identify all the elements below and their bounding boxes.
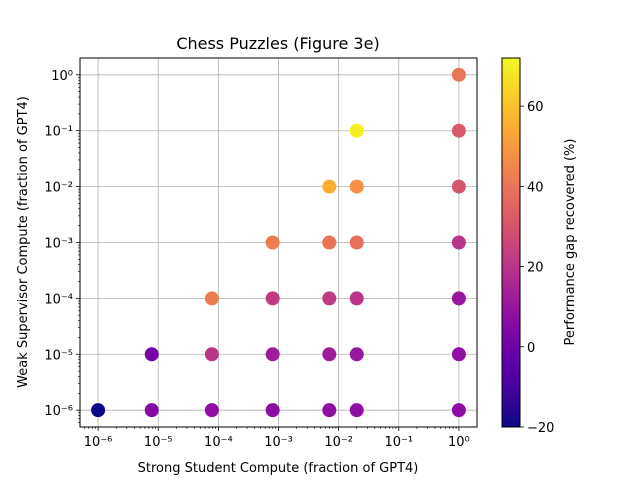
scatter-point (349, 291, 364, 306)
y-axis-label: Weak Supervisor Compute (fraction of GPT… (16, 96, 31, 388)
scatter-point (144, 347, 159, 362)
scatter-point (144, 403, 159, 418)
scatter-point (322, 403, 337, 418)
x-axis-label: Strong Student Compute (fraction of GPT4… (138, 461, 419, 476)
x-tick-label: 10⁻⁶ (84, 435, 113, 450)
scatter-point (451, 179, 466, 194)
scatter-point (204, 403, 219, 418)
y-tick-label: 10⁻⁴ (44, 292, 73, 307)
scatter-point (204, 291, 219, 306)
chart-title: Chess Puzzles (Figure 3e) (176, 34, 379, 53)
scatter-point (451, 347, 466, 362)
scatter-point (349, 347, 364, 362)
scatter-point (349, 235, 364, 250)
scatter-point (451, 403, 466, 418)
scatter-point (91, 403, 106, 418)
scatter-point (322, 235, 337, 250)
scatter-point (265, 235, 280, 250)
scatter-point (451, 123, 466, 138)
scatter-point (265, 347, 280, 362)
y-tick-label: 10⁰ (51, 69, 73, 84)
scatter-point (265, 403, 280, 418)
y-tick-label: 10⁻² (44, 181, 73, 196)
colorbar-tick-label: 0 (527, 341, 535, 356)
scatter-point (451, 67, 466, 82)
colorbar (501, 57, 521, 428)
x-tick-label: 10⁻⁴ (204, 435, 233, 450)
x-tick-label: 10⁻² (324, 435, 353, 450)
grid-lines (80, 58, 477, 427)
scatter-point (451, 291, 466, 306)
y-tick-label: 10⁻⁵ (44, 348, 73, 363)
colorbar-tick-label: 60 (527, 100, 544, 115)
x-tick-label: 10⁻³ (264, 435, 293, 450)
x-tick-label: 10⁰ (448, 435, 470, 450)
colorbar-label: Performance gap recovered (%) (563, 139, 578, 346)
scatter-point (265, 291, 280, 306)
scatter-points (91, 67, 466, 418)
y-tick-label: 10⁻³ (44, 237, 73, 252)
scatter-point (349, 403, 364, 418)
colorbar-tick-label: 20 (527, 261, 544, 276)
y-axis-ticks: 10⁻⁶ 10⁻⁵ 10⁻⁴ 10⁻³ 10⁻² 10⁻¹ 10⁰ (44, 69, 80, 423)
y-tick-label: 10⁻¹ (44, 125, 73, 140)
scatter-point (349, 123, 364, 138)
scatter-point (451, 235, 466, 250)
scatter-point (349, 179, 364, 194)
colorbar-tick-label: −20 (527, 421, 554, 436)
scatter-point (322, 179, 337, 194)
colorbar-tick-label: 40 (527, 180, 544, 195)
scatter-point (204, 347, 219, 362)
x-tick-label: 10⁻¹ (384, 435, 413, 450)
scatter-point (322, 291, 337, 306)
x-tick-label: 10⁻⁵ (144, 435, 173, 450)
x-axis-ticks: 10⁻⁶ 10⁻⁵ 10⁻⁴ 10⁻³ 10⁻² 10⁻¹ 10⁰ (84, 427, 470, 450)
y-tick-label: 10⁻⁶ (44, 404, 73, 419)
colorbar-ticks: −20 0 20 40 60 (520, 100, 554, 436)
scatter-point (322, 347, 337, 362)
